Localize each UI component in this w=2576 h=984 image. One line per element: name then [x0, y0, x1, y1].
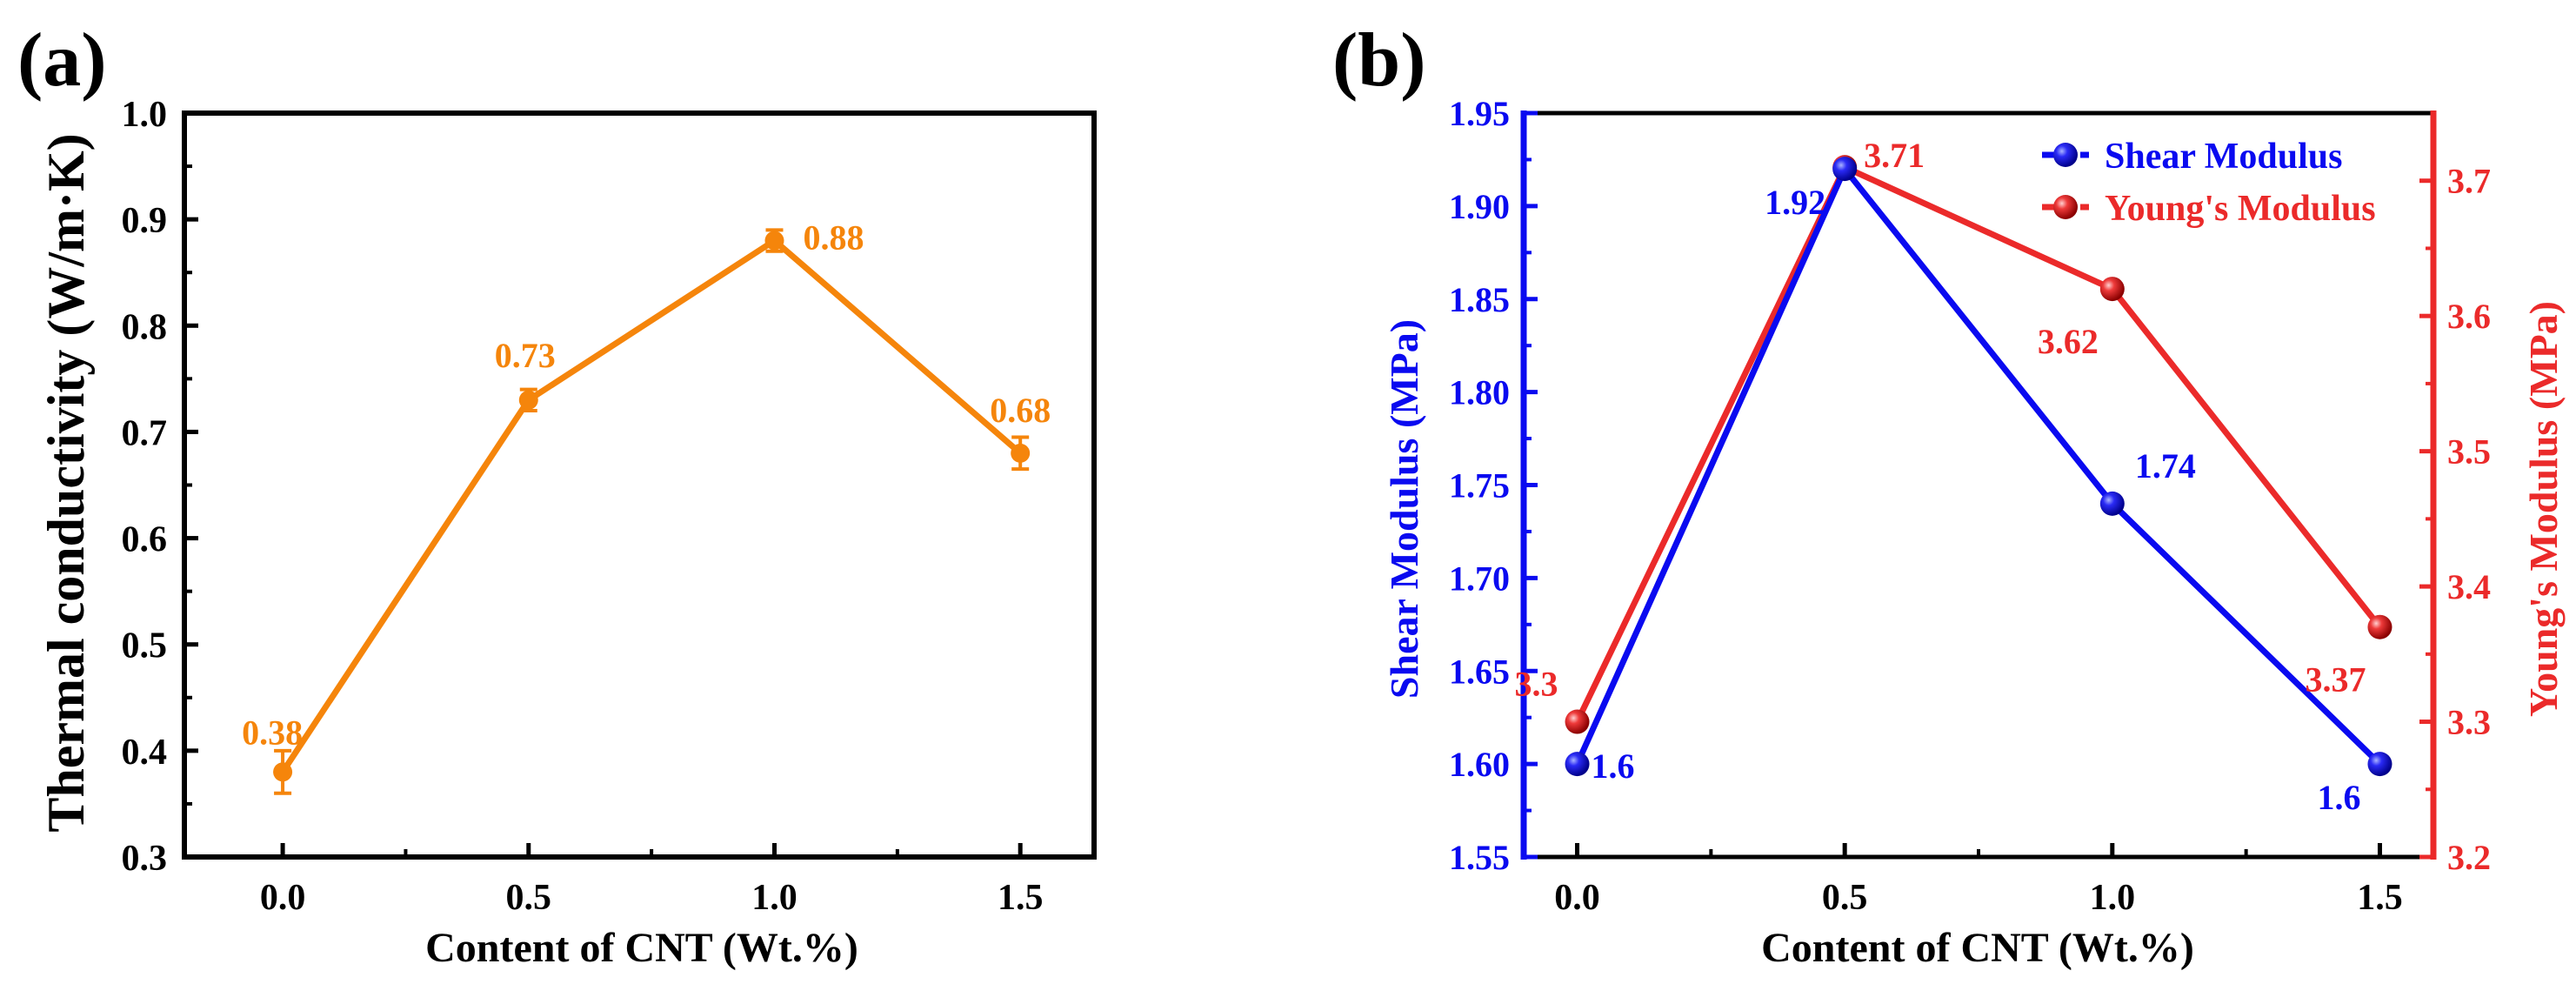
panel-a-ytick-label: 0.5 — [122, 626, 168, 666]
panel-a-ytick-label: 1.0 — [122, 95, 168, 135]
panel-b-ytick-left-label: 1.75 — [1449, 466, 1510, 505]
panel-b-ytick-right-label: 3.7 — [2447, 162, 2491, 201]
panel-a-axes: 0.3 0.4 0.5 0.6 0.7 0.8 0.9 1.0 0.0 0.5 1.0 1.5 — [122, 95, 1097, 918]
panel-b-shear-point — [2099, 491, 2125, 516]
panel-b-young-point — [2367, 614, 2392, 639]
panel-b-young-line — [1574, 164, 2383, 724]
panel-a: (a) 0.3 0.4 0.5 0.6 0.7 0.8 0.9 1.0 0.0 0.5 1.0 1.5… — [17, 18, 1097, 971]
panel-b-shear-label: 1.6 — [2317, 778, 2360, 817]
panel-b-young-label: 3.37 — [2305, 660, 2366, 700]
panel-b-shear-label: 1.92 — [1765, 183, 1825, 222]
panel-b-ytick-left-label: 1.95 — [1449, 94, 1510, 133]
panel-b-shear-label: 1.74 — [2135, 446, 2196, 485]
panel-b-ylabel-left: Shear Modulus (MPa) — [1382, 319, 1426, 699]
panel-b-label: (b) — [1332, 18, 1426, 103]
panel-a-xtick-label: 0.0 — [260, 878, 306, 918]
panel-b-shear-line — [1574, 165, 2382, 766]
panel-a-ytick-label: 0.3 — [122, 839, 168, 879]
panel-b-ytick-right-label: 3.3 — [2447, 703, 2491, 742]
panel-b-ytick-left-label: 1.65 — [1449, 652, 1510, 691]
panel-b-ytick-right-label: 3.2 — [2447, 838, 2491, 877]
panel-a-point — [1011, 443, 1031, 463]
panel-b-ytick-right-label: 3.6 — [2447, 297, 2491, 336]
legend-young-marker — [2053, 195, 2078, 219]
panel-b-ytick-right-label: 3.4 — [2447, 567, 2491, 606]
panel-b-ytick-left-label: 1.60 — [1449, 745, 1510, 784]
panel-a-plot: 0.38 0.73 0.88 0.68 — [242, 218, 1051, 795]
panel-a-series-line — [280, 238, 1023, 774]
panel-a-point — [518, 390, 538, 410]
panel-a-point — [764, 231, 784, 251]
panel-b-young-label: 3.62 — [2038, 322, 2099, 361]
panel-a-frame — [182, 110, 1097, 860]
panel-b-young-label: 3.3 — [1515, 665, 1558, 704]
panel-b-xtick-label: 0.0 — [1554, 878, 1600, 918]
panel-b-shear-point — [2367, 752, 2392, 777]
panel-b-ytick-left-label: 1.80 — [1449, 373, 1510, 412]
panel-b-ytick-left-label: 1.55 — [1449, 838, 1510, 877]
panel-b-xtick-label: 1.0 — [2090, 878, 2136, 918]
panel-b-young-point — [2099, 277, 2125, 302]
panel-b-ytick-left-label: 1.85 — [1449, 280, 1510, 319]
panel-b-shear-point — [1565, 752, 1590, 777]
panel-b-shear-label: 1.6 — [1592, 746, 1635, 786]
panel-a-ylabel: Thermal conductivity (W/m·K) — [37, 133, 95, 832]
panel-b-axes: 1.55 1.60 1.65 1.70 1.75 1.80 1.85 1.90 1.95 3.2 3… — [1449, 94, 2491, 918]
panel-b-legend: Shear Modulus Young's Modulus — [2042, 137, 2376, 229]
panel-b-plot: 1.6 1.92 1.74 1.6 3.3 3.71 3.62 3.37 — [1515, 136, 2392, 817]
panel-b-shear-point — [1832, 157, 1858, 182]
panel-a-ytick-label: 0.4 — [122, 733, 168, 773]
panel-a-point — [273, 762, 293, 782]
panel-a-ytick-label: 0.8 — [122, 307, 168, 347]
panel-a-data-label: 0.73 — [495, 336, 556, 375]
legend-shear-marker — [2053, 143, 2078, 167]
panel-b-ytick-left-label: 1.70 — [1449, 559, 1510, 598]
panel-b-ytick-right-label: 3.5 — [2447, 432, 2491, 472]
panel-b-ylabel-right: Young's Modulus (MPa) — [2521, 301, 2566, 717]
panel-b-xtick-label: 1.5 — [2357, 878, 2403, 918]
panel-a-label: (a) — [17, 18, 107, 103]
panel-a-data-label: 0.38 — [242, 713, 303, 752]
panel-a-ytick-label: 0.7 — [122, 413, 168, 453]
panel-a-xtick-label: 1.0 — [751, 878, 797, 918]
legend-shear-label: Shear Modulus — [2105, 137, 2342, 177]
panel-a-ytick-label: 0.6 — [122, 520, 168, 560]
panel-a-data-label: 0.88 — [803, 218, 864, 258]
panel-b-xtick-label: 0.5 — [1822, 878, 1868, 918]
panel-b-ytick-left-label: 1.90 — [1449, 187, 1510, 226]
panel-b-young-point — [1565, 709, 1590, 734]
panel-b-young-label: 3.71 — [1864, 136, 1925, 175]
panel-a-xtick-label: 0.5 — [506, 878, 552, 918]
panel-a-data-label: 0.68 — [990, 391, 1051, 430]
panel-b: (b) 1.55 1.60 1.65 1.70 1.75 1.80 1.85 1.90 1.95… — [1332, 18, 2566, 971]
legend-young-label: Young's Modulus — [2105, 189, 2376, 229]
panel-a-xlabel: Content of CNT (Wt.%) — [425, 925, 858, 971]
panel-b-xlabel: Content of CNT (Wt.%) — [1761, 925, 2194, 971]
panel-a-xtick-label: 1.5 — [998, 878, 1044, 918]
panel-a-ytick-label: 0.9 — [122, 201, 168, 241]
